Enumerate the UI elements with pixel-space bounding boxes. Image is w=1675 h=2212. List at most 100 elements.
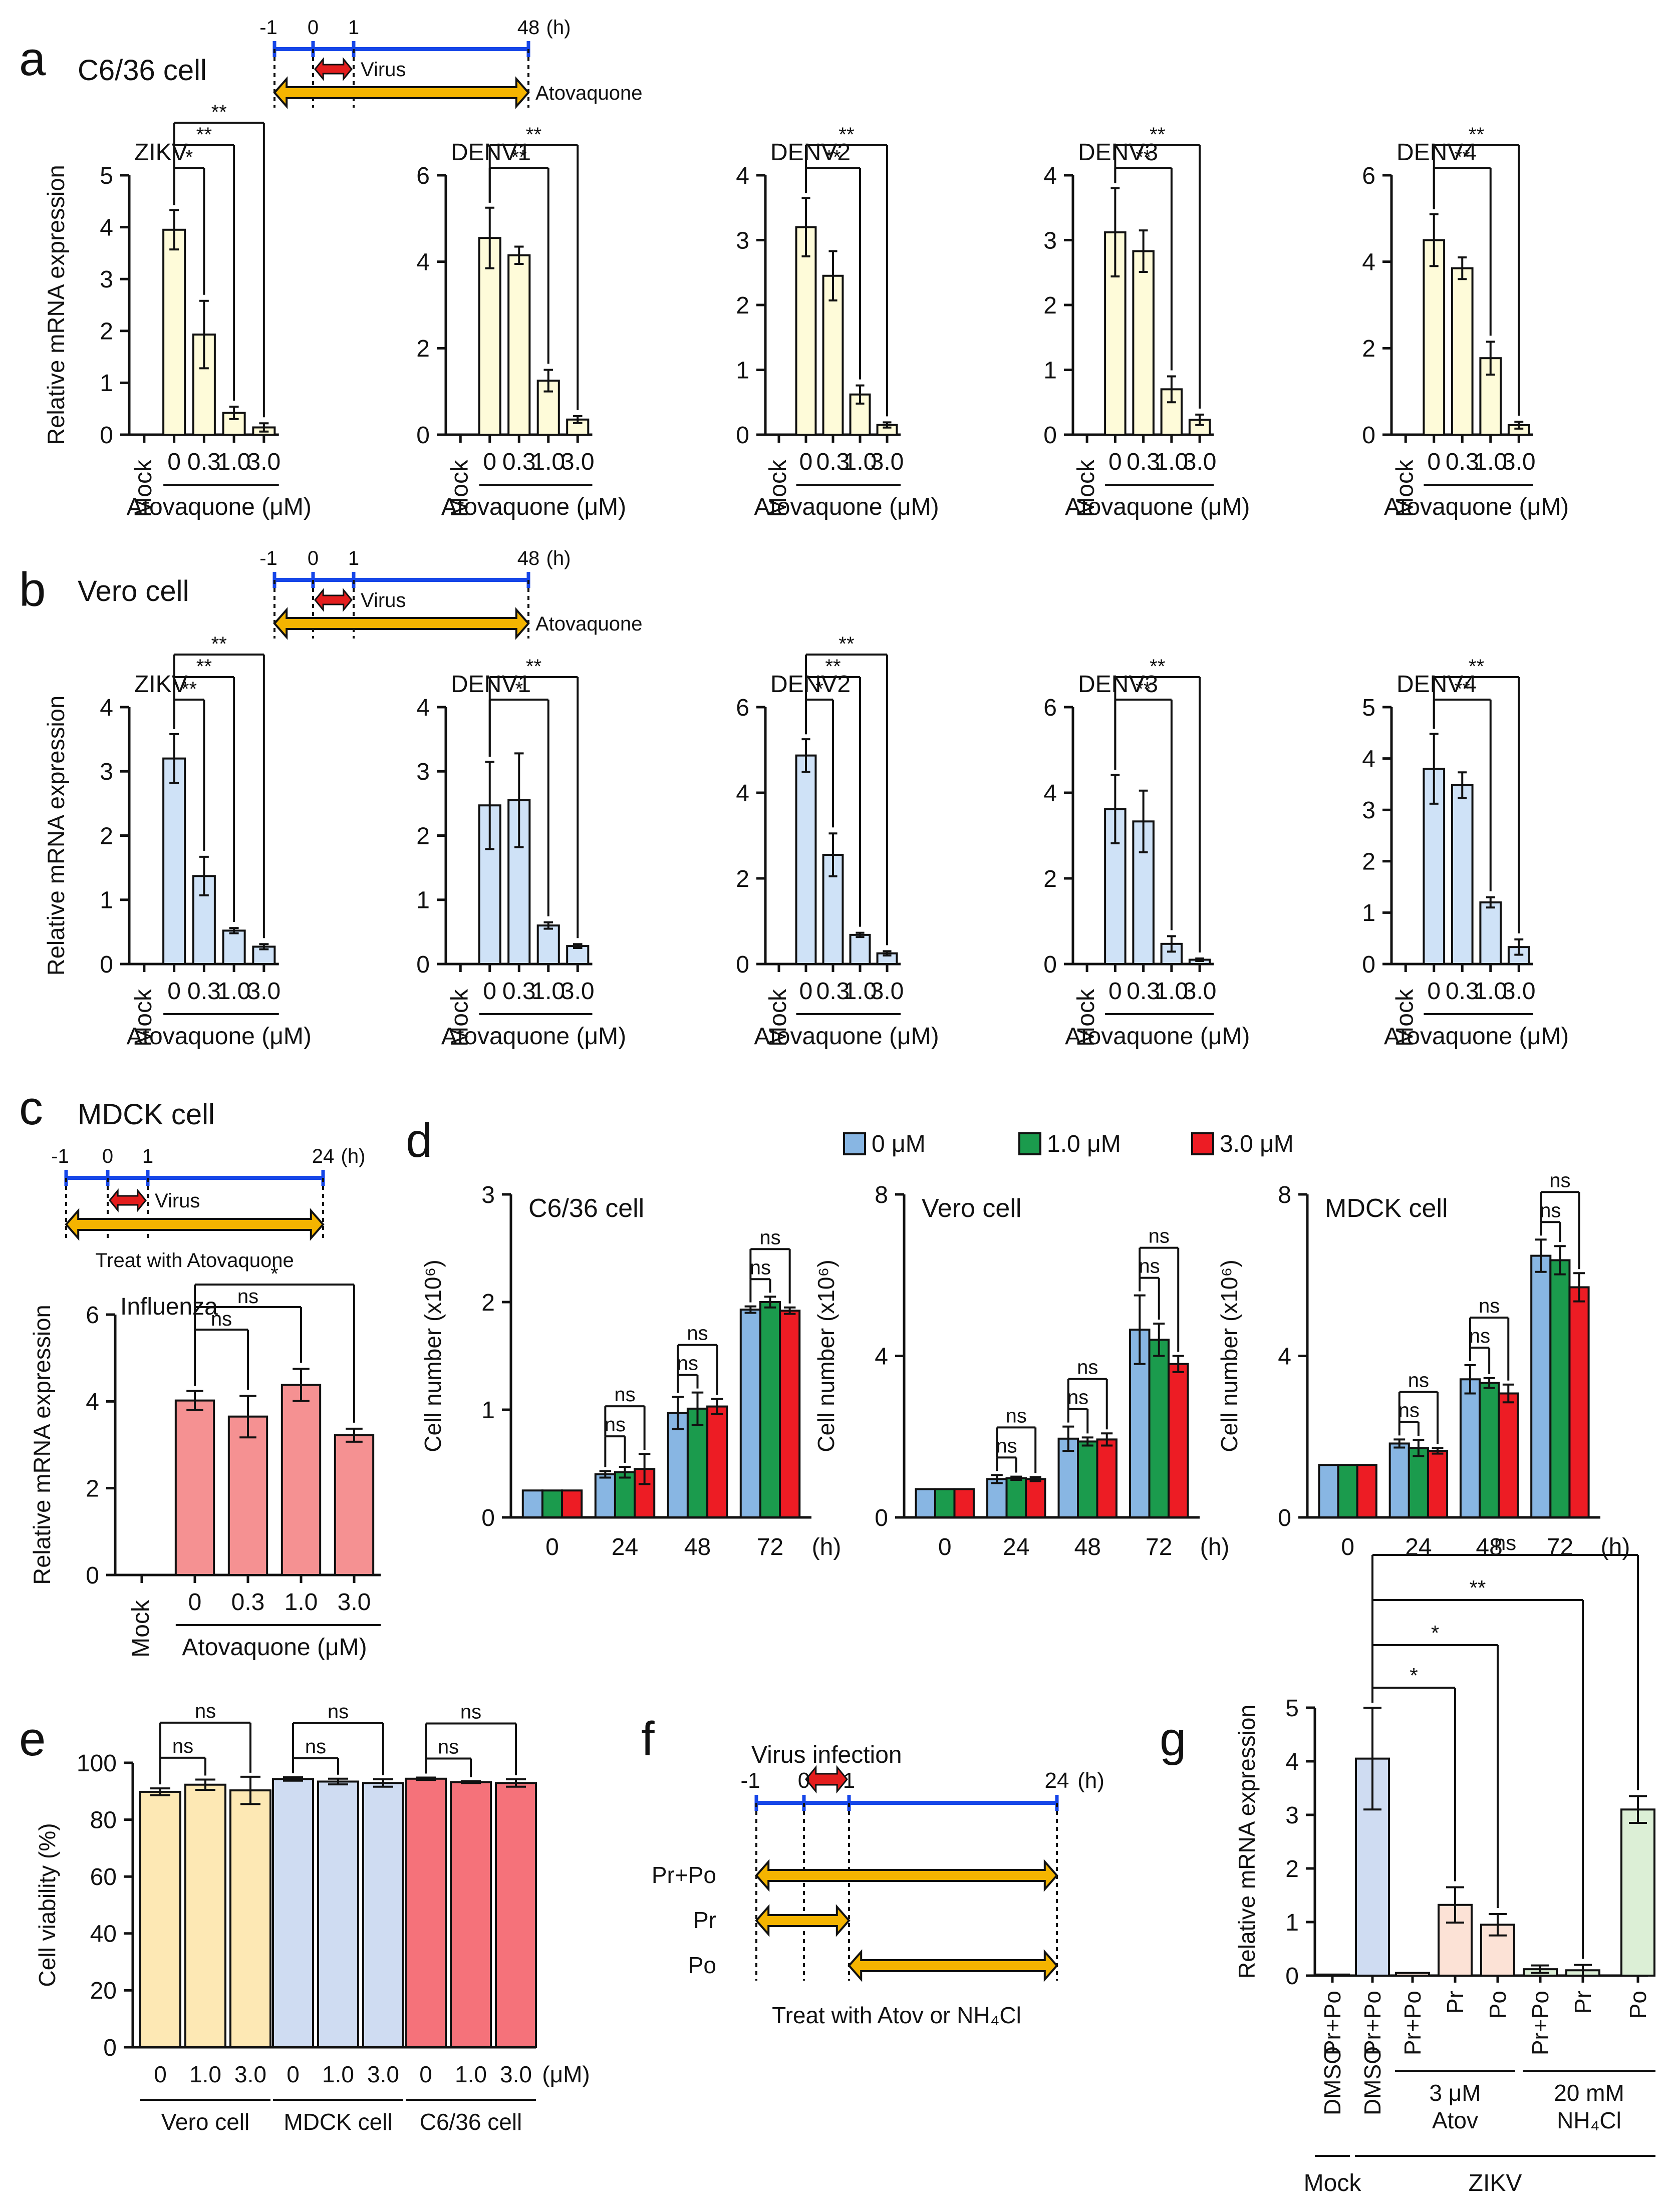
sig-label: ** — [1455, 146, 1470, 168]
sig-label: ** — [1469, 656, 1484, 678]
x-tick-label: 0 — [188, 1589, 202, 1616]
y-axis-label: Cell number (x10⁶) — [420, 1259, 446, 1452]
bar-3.0μM — [779, 1310, 801, 1518]
bar-3.0μM — [1167, 1363, 1189, 1518]
x-tick-label: 0 — [1108, 449, 1122, 475]
y-tick-label: 2 — [1362, 849, 1375, 875]
y-tick-label: 2 — [86, 1475, 99, 1502]
x-axis-label: Atovaquone (μM) — [441, 1023, 626, 1050]
sig-label: ns — [305, 1736, 326, 1758]
x-axis-label: Atovaquone (μM) — [182, 1634, 367, 1661]
y-tick-label: 0 — [1362, 422, 1375, 449]
sig-label: ** — [825, 146, 841, 168]
panel-letter-e: e — [19, 1712, 46, 1766]
timeline-cell-label: C6/36 cell — [78, 54, 207, 87]
x-unit: (μM) — [542, 2061, 590, 2087]
y-tick-label: 80 — [90, 1807, 117, 1833]
y-tick-label: 0 — [100, 952, 113, 978]
y-tick-label: 8 — [875, 1182, 888, 1208]
sig-label: ** — [196, 124, 212, 146]
sig-label: ns — [1077, 1357, 1098, 1379]
timeline-tick-label: 48 — [517, 17, 540, 39]
y-tick-label: 1 — [1043, 357, 1057, 384]
x-tick-label: 3.0 — [247, 449, 281, 475]
virus-label: Virus — [361, 589, 406, 611]
bar-viability — [495, 1782, 537, 2048]
bar-0 — [174, 1399, 215, 1576]
y-tick-label: 6 — [736, 695, 749, 721]
sig-label: ** — [1150, 656, 1165, 678]
sig-label: ns — [237, 1286, 258, 1308]
y-tick-label: 4 — [86, 1389, 99, 1415]
timeline-tick-label: 48 — [517, 547, 540, 569]
sig-label: ns — [1067, 1387, 1088, 1409]
sig-label: ns — [1408, 1369, 1429, 1391]
x-tick-label: 0.3 — [502, 978, 536, 1005]
y-axis-label: Relative mRNA expression — [43, 696, 69, 976]
x-tick-label: 0 — [545, 1534, 559, 1560]
sig-label: ns — [1540, 1199, 1561, 1221]
y-tick-label: 6 — [1362, 163, 1375, 189]
bar-0 — [162, 228, 186, 436]
bar-1.0μM — [1005, 1477, 1027, 1518]
x-tick-label: 3.0 — [234, 2061, 266, 2087]
bar-1.0μM — [934, 1488, 956, 1518]
y-tick-label: 0 — [103, 2035, 117, 2061]
x-tick-label: 48 — [1074, 1534, 1101, 1560]
bar-viability — [229, 1789, 271, 2048]
sig-label: * — [1410, 1664, 1418, 1687]
x-label-mock: Mock — [446, 989, 473, 1047]
bar-1.0μM — [541, 1489, 564, 1518]
timeline-tick-label: 0 — [308, 547, 319, 569]
sig-label: ** — [1136, 678, 1151, 700]
bar-1.0μM — [1549, 1259, 1571, 1518]
x-group-label: Vero cell — [161, 2109, 249, 2135]
x-label-mock: Mock — [1391, 989, 1418, 1047]
legend-label: 0 μM — [872, 1131, 926, 1157]
y-tick-label: 2 — [100, 319, 113, 345]
y-tick-label: 4 — [1043, 163, 1057, 189]
x-tick-label: 3.0 — [247, 978, 281, 1005]
x-group-label: 20 mM — [1554, 2080, 1624, 2106]
legend-label: 1.0 μM — [1047, 1131, 1121, 1157]
chart-title: C6/36 cell — [528, 1194, 644, 1223]
timeline-tick-label: -1 — [740, 1768, 760, 1793]
y-tick-label: 6 — [1043, 695, 1057, 721]
bar-viability — [184, 1783, 226, 2049]
sig-label: ** — [511, 146, 527, 168]
sig-label: * — [1431, 1621, 1439, 1645]
bar-viability — [139, 1790, 181, 2049]
timeline-tick-label: 1 — [348, 17, 359, 39]
bar-0 — [162, 757, 186, 965]
bar-1.0 — [281, 1384, 322, 1576]
bar-0μM — [594, 1473, 616, 1518]
x-tick-label: 0.3 — [1127, 449, 1160, 475]
y-tick-label: 1 — [1362, 900, 1375, 926]
y-tick-label: 0 — [1278, 1505, 1291, 1531]
sig-label: ns — [605, 1414, 626, 1436]
sig-label: ns — [460, 1701, 481, 1723]
virus-label: Virus — [155, 1190, 200, 1212]
chart-title: DENV4 — [1397, 671, 1477, 698]
x-tick-label: 0 — [167, 449, 181, 475]
x-tick-label: 1.0 — [531, 978, 565, 1005]
x-tick-label: 0 — [1341, 1534, 1354, 1560]
y-tick-label: 2 — [100, 823, 113, 849]
y-tick-label: 0 — [736, 422, 749, 449]
y-axis-label: Relative mRNA expression — [43, 165, 69, 445]
legend-swatch — [1191, 1132, 1214, 1155]
sig-label: ** — [181, 678, 197, 700]
timeline-tick-label: 24 — [312, 1145, 335, 1167]
bar-viability — [405, 1777, 447, 2049]
x-tick-label: 48 — [1476, 1534, 1502, 1560]
x-tick-label: 3.0 — [367, 2061, 399, 2087]
sig-label: ns — [759, 1226, 780, 1248]
y-tick-label: 3 — [481, 1182, 495, 1208]
x-tick-label: 0 — [799, 449, 813, 475]
x-tick-label: 0 — [1108, 978, 1122, 1005]
bar-viability — [317, 1780, 359, 2049]
x-label-mock: Mock — [130, 459, 157, 517]
y-tick-label: 3 — [736, 227, 749, 254]
x-tick-label: 24 — [1405, 1534, 1432, 1560]
x-axis-label: Atovaquone (μM) — [754, 494, 939, 520]
